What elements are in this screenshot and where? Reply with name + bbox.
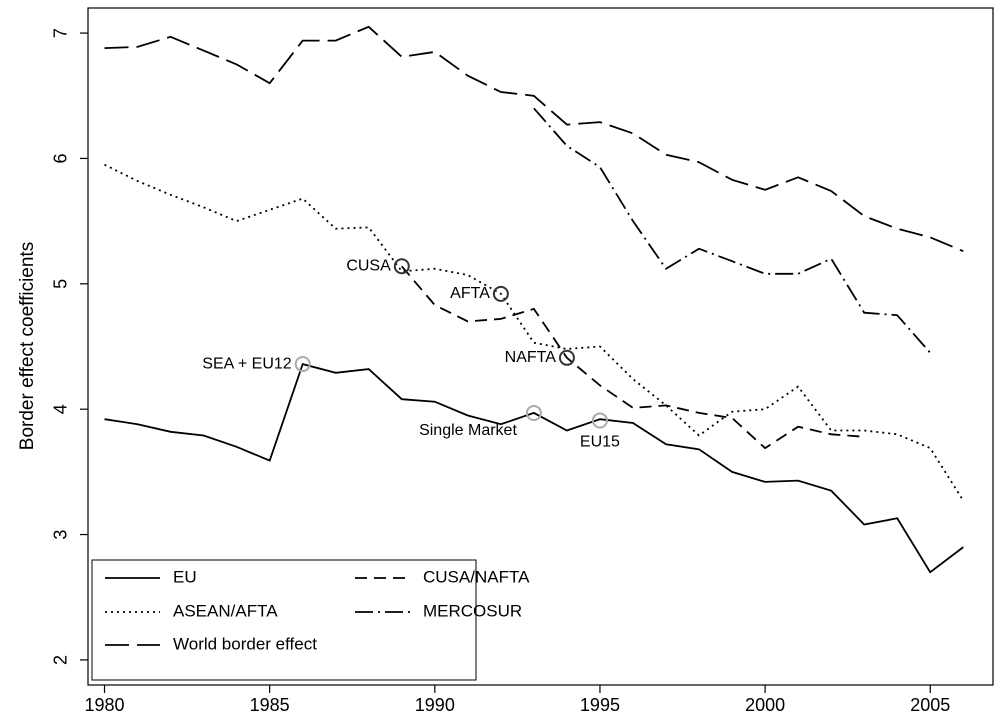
y-tick-label: 3 [51, 530, 71, 540]
annotation-marker [294, 356, 311, 373]
y-tick-label: 2 [51, 655, 71, 665]
series-line [104, 363, 964, 574]
annotation-label: EU15 [580, 434, 620, 451]
y-tick-label: 4 [51, 404, 71, 414]
series-line [401, 265, 865, 450]
x-tick-label: 1990 [415, 695, 455, 715]
series-line [104, 163, 965, 502]
y-tick-label: 7 [51, 28, 71, 38]
annotation-label: CUSA [346, 257, 391, 274]
annotation-marker [558, 349, 575, 366]
x-tick-label: 1985 [250, 695, 290, 715]
annotation-marker [591, 412, 608, 429]
plot-frame [87, 7, 994, 686]
legend-label: World border effect [173, 634, 317, 653]
y-tick-label: 5 [51, 279, 71, 289]
legend-label: CUSA/NAFTA [423, 567, 530, 586]
annotation-label: AFTA [450, 285, 490, 302]
series-line [533, 107, 931, 354]
legend-label: MERCOSUR [423, 601, 522, 620]
x-tick-label: 1995 [580, 695, 620, 715]
y-tick-label: 6 [51, 153, 71, 163]
x-tick-label: 2000 [745, 695, 785, 715]
series-line [104, 25, 964, 253]
annotation-marker [525, 404, 542, 421]
x-tick-label: 1980 [84, 695, 124, 715]
annotation-label: SEA + EU12 [202, 355, 291, 372]
legend-box [91, 559, 477, 681]
annotation-marker [393, 258, 410, 275]
annotation-marker [492, 285, 509, 302]
legend-label: ASEAN/AFTA [173, 601, 278, 620]
legend-label: EU [173, 567, 197, 586]
annotation-label: Single Market [419, 422, 517, 439]
y-axis-label: Border effect coefficients [17, 242, 38, 450]
x-tick-label: 2005 [910, 695, 950, 715]
annotation-label: NAFTA [505, 349, 557, 366]
